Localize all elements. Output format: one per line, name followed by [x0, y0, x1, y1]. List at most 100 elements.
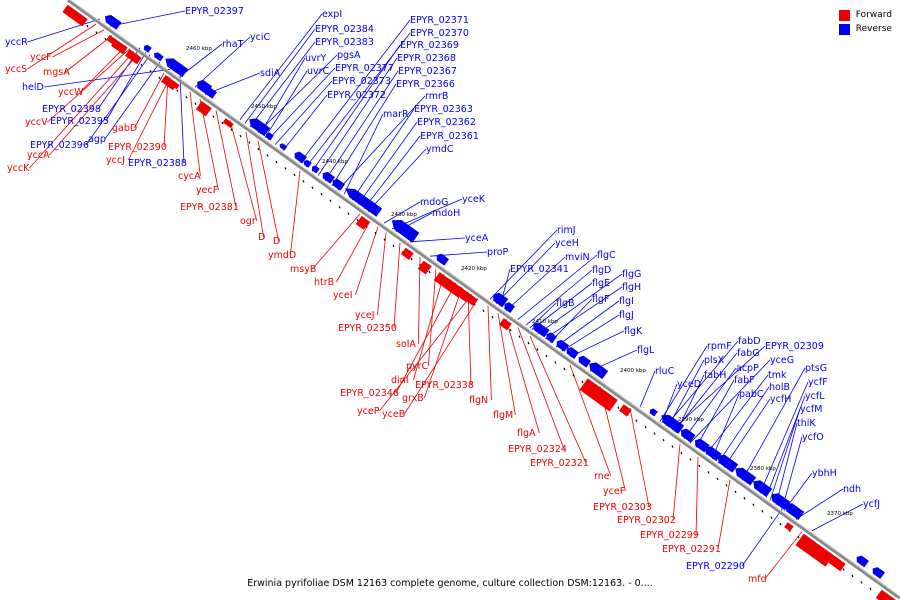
reverse-gene-label: EPYR_02309 — [765, 341, 824, 352]
forward-gene-connector — [245, 131, 264, 238]
forward-gene-connector — [49, 54, 139, 156]
reverse-gene-connector — [44, 68, 171, 88]
backbone-tick — [689, 458, 692, 461]
forward-gene-label: EPYR_02321 — [530, 458, 589, 469]
reverse-gene-label: EPYR_02368 — [397, 53, 456, 64]
reverse-gene-connector — [505, 256, 566, 312]
backbone-tick — [374, 231, 377, 235]
forward-gene-label: yecF — [196, 185, 218, 196]
backbone-tick — [869, 587, 872, 591]
forward-gene-label: yceF — [603, 486, 625, 497]
reverse-gene-connector — [711, 393, 740, 460]
scale-tick-label: 2430 kbp — [391, 212, 417, 218]
reverse-gene-arrow — [856, 555, 869, 568]
forward-gene-arrow — [111, 39, 128, 55]
reverse-gene-label: EPYR_02369 — [400, 40, 459, 51]
reverse-gene-label: holB — [769, 382, 790, 393]
forward-gene-label: flgA — [517, 428, 536, 439]
reverse-gene-label: acpP — [736, 363, 759, 374]
forward-gene-connector — [128, 77, 171, 161]
reverse-gene-connector — [27, 18, 101, 43]
reverse-gene-label: ymdC — [426, 144, 454, 155]
forward-gene-connector — [355, 226, 379, 296]
reverse-gene-label: flgC — [597, 250, 616, 261]
forward-gene-arrow — [619, 404, 632, 417]
reverse-gene-arrow — [105, 15, 122, 30]
backbone-tick — [248, 141, 251, 144]
reverse-gene-arrow — [785, 503, 805, 520]
label-connector-lines — [27, 10, 864, 580]
forward-gene-label: yccS — [5, 64, 27, 75]
reverse-gene-arrow — [311, 165, 320, 174]
reverse-gene-label: EPYR_02396 — [30, 140, 89, 151]
reverse-gene-label: flgB — [556, 298, 575, 309]
reverse-gene-connector — [775, 422, 798, 505]
reverse-gene-label: yciC — [250, 32, 270, 43]
reverse-gene-label: flgG — [622, 269, 641, 280]
reverse-gene-connector — [109, 10, 186, 27]
reverse-gene-connector — [517, 254, 598, 320]
reverse-gene-label: uvrY — [305, 53, 327, 64]
reverse-gene-connector — [639, 370, 656, 408]
reverse-gene-connector — [179, 76, 185, 164]
reverse-gene-label: yceD — [677, 379, 701, 390]
forward-gene-connector — [379, 294, 473, 412]
backbone-tick — [653, 432, 656, 435]
forward-gene-arrow — [62, 4, 88, 27]
reverse-gene-connector — [717, 386, 770, 464]
backbone-tick — [140, 63, 143, 67]
forward-gene-label: gabD — [112, 123, 137, 134]
forward-gene-label: yccW — [58, 87, 84, 98]
reverse-gene-label: flgJ — [619, 310, 634, 321]
forward-gene-label: dinI — [391, 375, 409, 386]
forward-gene-connector — [424, 287, 463, 399]
forward-gene-connector — [215, 110, 237, 208]
backbone-tick — [86, 24, 89, 28]
scale-labels: 2460 kbp 2450 kbp 2440 kbp 2430 kbp 2420 kbp… — [186, 46, 853, 517]
forward-gene-label: htrB — [314, 277, 334, 288]
backbone-tick — [743, 497, 746, 500]
reverse-gene-label: flgL — [637, 345, 655, 356]
reverse-gene-connector — [741, 367, 806, 481]
reverse-gene-label: fabF — [734, 375, 755, 386]
reverse-gene-label: helD — [22, 82, 44, 93]
forward-gene-arrow — [195, 101, 212, 117]
reverse-gene-connector — [549, 298, 593, 343]
genome-backbone-highlight — [69, 0, 900, 597]
reverse-gene-label: yccR — [5, 37, 28, 48]
reverse-gene-connector — [249, 41, 316, 128]
backbone-tick — [545, 354, 548, 358]
forward-gene-connector — [52, 29, 105, 58]
reverse-gene-connector — [409, 237, 466, 243]
reverse-gene-label: flgH — [622, 282, 641, 293]
forward-gene-label: EPYR_02324 — [508, 444, 567, 455]
reverse-gene-arrow — [404, 229, 419, 243]
reverse-gene-label: EPYR_02361 — [420, 131, 479, 142]
reverse-gene-label: EPYR_02363 — [414, 104, 473, 115]
reverse-gene-label: rpmF — [707, 341, 732, 352]
scale-tick-label: 2370 kbp — [827, 511, 853, 517]
reverse-gene-label: EPYR_02370 — [410, 28, 469, 39]
forward-gene-label: EPYR_02303 — [593, 502, 652, 513]
reverse-gene-arrow — [649, 408, 658, 417]
reverse-gene-label: flgI — [619, 296, 634, 307]
backbone-tick — [761, 509, 764, 513]
backbone-tick — [302, 180, 305, 183]
backbone-tick — [527, 341, 530, 345]
backbone-tick — [842, 568, 845, 571]
reverse-gene-connector — [555, 300, 620, 348]
backbone-tick — [311, 186, 314, 190]
backbone-tick — [410, 257, 413, 261]
forward-gene-connector — [377, 232, 387, 316]
backbone-tick — [356, 218, 359, 222]
backbone-tick — [644, 425, 647, 429]
scale-tick-label: 2440 kbp — [322, 159, 348, 165]
reverse-gene-label: ycfL — [805, 391, 825, 402]
reverse-gene-arrow — [365, 201, 383, 217]
reverse-gene-arrow — [872, 567, 885, 579]
reverse-gene-connector — [367, 148, 427, 212]
reverse-gene-label: thiK — [797, 418, 816, 429]
reverse-gene-label: EPYR_02377 — [335, 63, 394, 74]
reverse-gene-label: EPYR_02372 — [327, 90, 386, 101]
backbone-tick — [617, 406, 620, 410]
